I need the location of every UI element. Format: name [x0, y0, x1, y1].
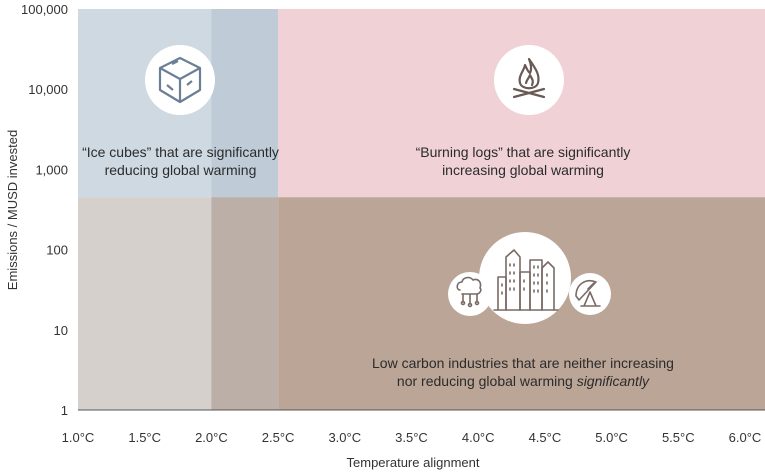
campfire-icon — [494, 45, 564, 115]
low-carbon-label-line-2: nor reducing global warming significantl… — [340, 372, 706, 390]
low-carbon-label-emphasis: significantly — [576, 373, 650, 389]
x-tick-label: 1.5°C — [128, 430, 161, 445]
industry-icons — [448, 232, 613, 327]
ice-cubes-label: “Ice cubes” that are significantly reduc… — [78, 143, 283, 179]
x-tick-label: 5.0°C — [595, 430, 628, 445]
low-carbon-label-line-1: Low carbon industries that are neither i… — [372, 355, 674, 371]
ice-cube-icon — [145, 45, 215, 115]
x-tick-label: 4.0°C — [462, 430, 495, 445]
x-axis-title: Temperature alignment — [347, 455, 480, 470]
low-carbon-label-line-2-text: nor reducing global warming — [396, 373, 573, 389]
y-tick-label: 10,000 — [28, 82, 68, 97]
ticks-layer: 1.0°C 1.5°C 2.0°C 2.5°C 3.0°C 3.5°C 4.0°C 4.5°C… — [21, 2, 761, 445]
band-lower — [211, 197, 279, 410]
x-tick-label: 2.5°C — [262, 430, 295, 445]
y-tick-label: 10 — [54, 323, 68, 338]
burning-logs-label-line-1: “Burning logs” that are significantly — [415, 144, 631, 160]
x-tick-label: 3.0°C — [328, 430, 361, 445]
y-tick-label: 100,000 — [21, 2, 68, 17]
band-upper — [211, 9, 279, 198]
x-tick-label: 6.0°C — [729, 430, 762, 445]
x-tick-label: 3.5°C — [395, 430, 428, 445]
y-tick-label: 1,000 — [35, 162, 68, 177]
burning-logs-label-line-2: increasing global warming — [442, 162, 604, 178]
x-tick-label: 1.0°C — [62, 430, 95, 445]
y-tick-label: 1 — [61, 403, 68, 418]
ice-cubes-label-line-1: “Ice cubes” that are significantly — [82, 144, 279, 160]
y-tick-label: 100 — [46, 243, 68, 258]
x-tick-label: 5.5°C — [662, 430, 695, 445]
x-tick-label: 4.5°C — [529, 430, 562, 445]
y-axis-title: Emissions / MUSD invested — [5, 130, 20, 290]
ice-cubes-label-line-2: reducing global warming — [104, 162, 257, 178]
burning-logs-label: “Burning logs” that are significantly in… — [365, 143, 681, 179]
low-carbon-label: Low carbon industries that are neither i… — [340, 354, 706, 390]
x-tick-label: 2.0°C — [195, 430, 228, 445]
